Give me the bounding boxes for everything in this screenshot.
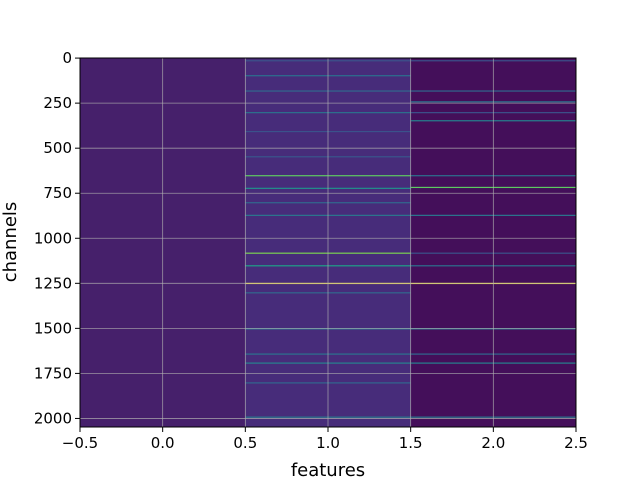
x-tick-label: 1.5 <box>399 434 423 452</box>
y-tick-label: 0 <box>62 49 72 67</box>
y-tick-label: 1000 <box>34 229 72 247</box>
y-tick-label: 1250 <box>34 274 72 292</box>
x-tick-label: −0.5 <box>62 434 98 452</box>
y-axis-ticks: 0 250 500 750 1000 1250 1500 1750 2000 <box>34 49 80 427</box>
x-tick-label: 0.5 <box>233 434 257 452</box>
y-tick-label: 1750 <box>34 364 72 382</box>
grid-lines <box>79 57 577 427</box>
x-axis-ticks: −0.5 0.0 0.5 1.0 1.5 2.0 2.5 <box>62 427 588 452</box>
x-axis-label: features <box>291 460 365 480</box>
y-tick-label: 500 <box>43 139 72 157</box>
y-tick-label: 250 <box>43 94 72 112</box>
x-tick-label: 0.0 <box>151 434 175 452</box>
y-tick-label: 1500 <box>34 319 72 337</box>
y-tick-label: 2000 <box>34 409 72 427</box>
y-axis-label: channels <box>0 202 21 283</box>
x-tick-label: 1.0 <box>316 434 340 452</box>
x-tick-label: 2.0 <box>481 434 505 452</box>
y-tick-label: 750 <box>43 184 72 202</box>
x-tick-label: 2.5 <box>564 434 588 452</box>
